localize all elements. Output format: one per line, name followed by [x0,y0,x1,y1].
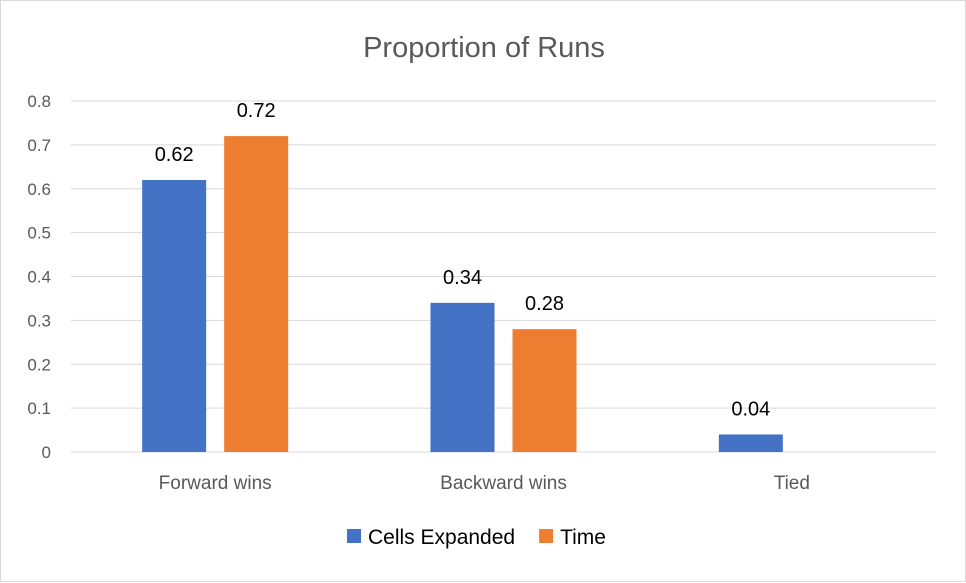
data-label: 0.28 [525,293,564,315]
data-label: 0.62 [155,144,194,166]
legend-label: Time [560,526,606,549]
bar [718,434,783,452]
legend-swatch [347,529,361,543]
legend-label: Cells Expanded [368,526,515,549]
y-tick-label: 0.3 [27,311,51,330]
y-tick-label: 0.1 [27,399,51,418]
data-label: 0.72 [237,100,276,122]
x-tick-label: Backward wins [440,473,567,494]
y-tick-label: 0.2 [27,355,51,374]
legend-swatch [539,529,554,543]
x-tick-label: Forward wins [159,473,272,494]
y-tick-label: 0.6 [27,180,51,199]
y-tick-label: 0.5 [27,224,51,243]
x-axis-category-labels: Forward wins Backward wins Tied [159,473,810,494]
bar [430,302,495,452]
legend: Cells Expanded Time [347,526,606,549]
y-tick-label: 0.7 [27,136,51,155]
bar [224,136,289,452]
y-tick-label: 0.8 [27,92,51,111]
data-label: 0.34 [443,267,482,289]
y-axis-tick-labels: 0 0.1 0.2 0.3 0.4 0.5 0.6 0.7 0.8 [27,92,51,462]
bar [142,179,207,452]
data-labels: 0.62 0.72 0.34 0.28 0.04 [155,100,771,420]
bars [142,136,783,452]
y-tick-label: 0.4 [27,268,51,287]
bar [512,329,577,452]
data-label: 0.04 [731,398,770,420]
x-tick-label: Tied [774,473,810,494]
chart-title: Proportion of Runs [363,32,605,64]
gridlines [71,100,936,453]
y-tick-label: 0 [42,443,51,462]
